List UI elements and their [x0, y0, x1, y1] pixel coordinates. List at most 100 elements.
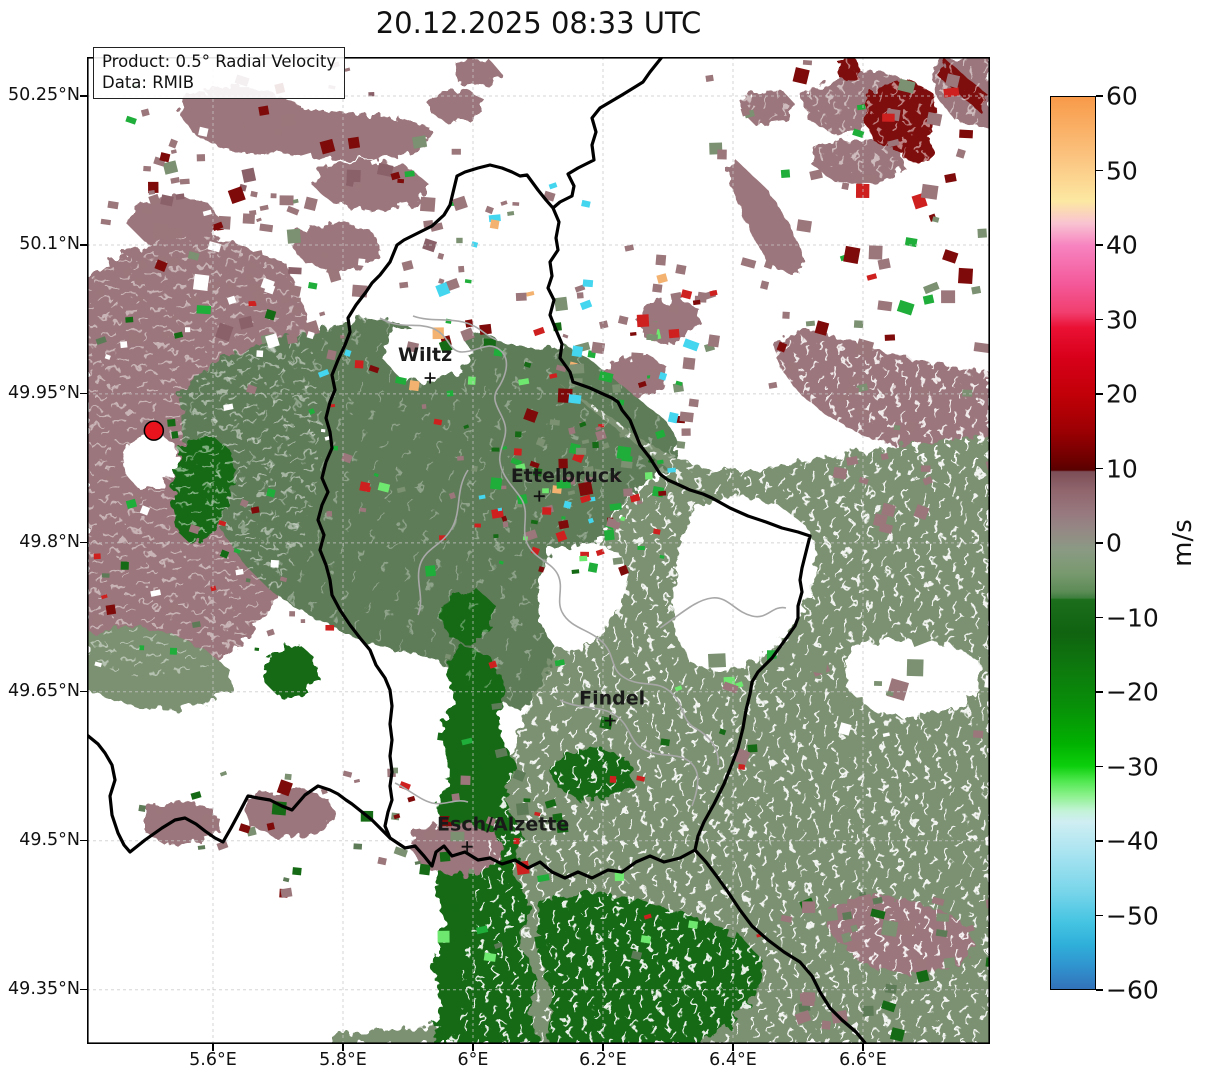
x-tick-label: 5.6°E: [189, 1050, 237, 1070]
map-area: Wiltz Ettelbruck Findel Esch/Alzette: [87, 57, 990, 1044]
city-plus-marker: [461, 841, 473, 853]
y-tick-mark: [80, 244, 87, 246]
radar-cell: [884, 983, 897, 994]
radar-cell: [984, 675, 990, 689]
radar-cell: [326, 349, 337, 361]
radar-cell: [619, 432, 626, 438]
colorbar-tick-label: 40: [1106, 230, 1138, 260]
radar-cell: [390, 171, 401, 181]
radar-cell: [583, 475, 594, 485]
radar-cell: [501, 515, 508, 522]
product-info-box: Product: 0.5° Radial Velocity Data: RMIB: [93, 47, 346, 99]
radar-cell: [617, 315, 629, 326]
radar-cell: [437, 252, 445, 260]
radar-cell: [160, 330, 171, 338]
radar-cell: [945, 73, 961, 89]
radar-cell: [406, 341, 420, 353]
radar-cell: [878, 522, 894, 534]
colorbar-tick-label: 60: [1106, 81, 1138, 111]
radial-gap-texture: [445, 385, 990, 1044]
radar-cell: [967, 905, 980, 916]
radar-cell: [537, 873, 550, 883]
radar-cell: [223, 403, 234, 411]
radar-cell: [656, 273, 668, 284]
radar-cell: [107, 200, 119, 210]
radar-cell: [464, 279, 472, 284]
radar-cell: [571, 345, 584, 358]
radar-cell: [284, 773, 292, 781]
radar-cell: [250, 506, 260, 514]
radar-cell: [377, 856, 387, 866]
radar-cell: [148, 189, 155, 195]
country-border: [316, 57, 812, 880]
x-tick-mark: [342, 1044, 344, 1051]
velocity-field-blob: [292, 222, 380, 272]
radar-cell: [846, 386, 860, 395]
radar-cell: [259, 223, 274, 233]
radar-cell: [842, 911, 853, 921]
radar-cell: [880, 452, 889, 461]
radar-cell: [852, 697, 864, 707]
radar-cell: [658, 490, 667, 497]
radar-cell: [353, 843, 363, 850]
colorbar-tick-mark: [1096, 914, 1103, 917]
radar-cell: [560, 907, 569, 914]
radar-cell: [589, 496, 596, 502]
radar-cell: [211, 221, 224, 231]
radar-cell: [581, 439, 590, 445]
radar-cell: [820, 907, 839, 923]
y-tick-label: 49.35°N: [8, 978, 80, 999]
radar-cell: [489, 219, 500, 230]
radar-cell: [688, 398, 699, 408]
radar-cell: [210, 585, 217, 592]
radar-cell: [245, 578, 251, 583]
grid-lines: [87, 57, 990, 1044]
radar-cell: [414, 860, 421, 865]
y-tick-mark: [80, 393, 87, 395]
radar-cell: [782, 311, 790, 319]
figure-title: 20.12.2025 08:33 UTC: [375, 6, 702, 40]
river-line: [412, 315, 498, 341]
radar-cell: [943, 87, 960, 98]
city-plus-marker: [604, 715, 616, 727]
radar-cell: [846, 455, 859, 466]
radar-cell: [474, 523, 481, 528]
radar-cell: [707, 653, 726, 668]
radar-cell: [279, 576, 288, 583]
data-source-label: Data: RMIB: [102, 73, 195, 93]
radar-cell: [612, 804, 620, 811]
radar-cell: [814, 320, 830, 336]
radar-cell: [288, 267, 302, 275]
radar-cell: [843, 245, 861, 265]
radar-cell: [632, 387, 640, 393]
radar-cell: [556, 479, 571, 489]
radar-cell: [197, 845, 206, 850]
radar-cell: [216, 840, 229, 851]
radar-cell: [920, 183, 939, 200]
radar-cell: [307, 282, 318, 290]
radar-cell: [346, 169, 361, 183]
radar-cell: [370, 158, 379, 165]
colorbar-tick-mark: [1096, 244, 1103, 246]
radar-cell: [196, 154, 206, 162]
colorbar-tick-mark: [1096, 318, 1103, 321]
colorbar-tick-mark: [1096, 393, 1103, 395]
radar-cell: [542, 488, 549, 494]
radar-cell: [614, 871, 625, 882]
radar-cell: [563, 500, 572, 509]
radar-cell: [568, 363, 585, 375]
radar-cell: [152, 223, 169, 240]
radar-cell: [523, 408, 539, 423]
radar-cell: [556, 821, 569, 833]
radar-cell: [219, 770, 228, 777]
colorbar-tick-mark: [1096, 169, 1103, 172]
radar-cell: [670, 291, 682, 300]
radar-cell: [616, 445, 632, 460]
radar-cell: [532, 467, 543, 477]
radar-cell: [450, 831, 465, 842]
radar-cell: [250, 190, 258, 198]
radar-cell: [392, 767, 399, 774]
radar-cell: [123, 268, 132, 277]
radar-cell: [513, 837, 520, 845]
radar-cell: [92, 614, 103, 625]
